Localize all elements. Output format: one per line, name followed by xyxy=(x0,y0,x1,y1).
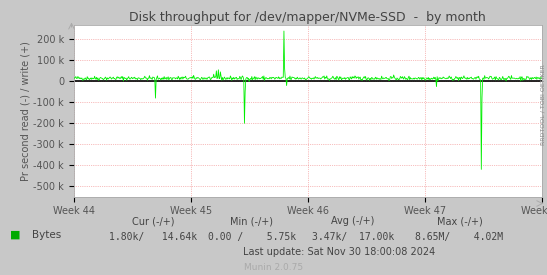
Title: Disk throughput for /dev/mapper/NVMe-SSD  -  by month: Disk throughput for /dev/mapper/NVMe-SSD… xyxy=(129,10,486,24)
Text: Last update: Sat Nov 30 18:00:08 2024: Last update: Sat Nov 30 18:00:08 2024 xyxy=(243,247,435,257)
Text: 8.65M/    4.02M: 8.65M/ 4.02M xyxy=(415,232,504,242)
Text: Cur (-/+): Cur (-/+) xyxy=(132,216,174,226)
Text: Avg (-/+): Avg (-/+) xyxy=(331,216,375,226)
Text: 1.80k/   14.64k: 1.80k/ 14.64k xyxy=(109,232,197,242)
Text: 0.00 /    5.75k: 0.00 / 5.75k xyxy=(207,232,296,242)
Text: Munin 2.0.75: Munin 2.0.75 xyxy=(244,263,303,272)
Text: Min (-/+): Min (-/+) xyxy=(230,216,273,226)
Y-axis label: Pr second read (-) / write (+): Pr second read (-) / write (+) xyxy=(21,41,31,181)
Text: RRDTOOL / TOBI OETIKER: RRDTOOL / TOBI OETIKER xyxy=(540,64,546,145)
Text: ■: ■ xyxy=(10,230,20,240)
Text: Bytes: Bytes xyxy=(32,230,61,240)
Text: 3.47k/  17.00k: 3.47k/ 17.00k xyxy=(312,232,394,242)
Text: Max (-/+): Max (-/+) xyxy=(437,216,482,226)
